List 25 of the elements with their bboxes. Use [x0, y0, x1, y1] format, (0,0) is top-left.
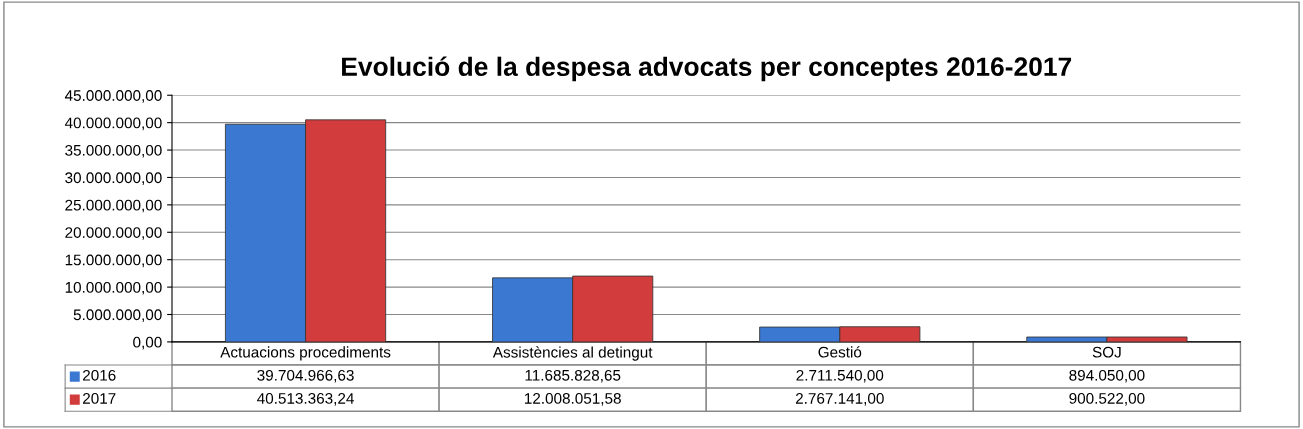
data-label: 40.513.363,24 [257, 393, 354, 406]
data-label: 11.685.828,65 [525, 369, 621, 383]
data-label: 2.767.141,00 [795, 393, 884, 406]
legend-label: 2017 [83, 393, 116, 404]
x-tick-label: Actuacions procediments [220, 346, 391, 361]
x-tick-label: Assistències al detingut [492, 346, 653, 361]
x-tick-label: Gestió [818, 346, 862, 358]
y-tick-label: 25.000.000,00 [65, 199, 162, 213]
y-tick-label: 45.000.000,00 [64, 90, 162, 103]
data-label: 12.008.051,58 [524, 393, 621, 406]
data-label: 2.711.540,00 [796, 369, 884, 383]
y-tick-label: 10.000.000,00 [65, 281, 162, 295]
y-tick-label: 5.000.000,00 [73, 309, 162, 322]
chart-title: Evolució de la despesa advocats per conceptes 2016-2017 [342, 56, 1072, 82]
x-tick-label: SOJ [1092, 346, 1121, 358]
y-tick-label: 15.000.000,00 [65, 254, 162, 268]
data-label: 894.050,00 [1069, 369, 1145, 383]
y-tick-label: 0,00 [133, 336, 162, 350]
y-tick-label: 40.000.000,00 [64, 117, 162, 131]
legend-label: 2016 [83, 369, 116, 381]
y-tick-label: 35.000.000,00 [65, 144, 162, 158]
data-label: 900.522,00 [1069, 393, 1145, 406]
y-tick-label: 20.000.000,00 [65, 227, 162, 240]
y-tick-label: 30.000.000,00 [65, 172, 162, 185]
data-label: 39.704.966,63 [257, 369, 354, 383]
